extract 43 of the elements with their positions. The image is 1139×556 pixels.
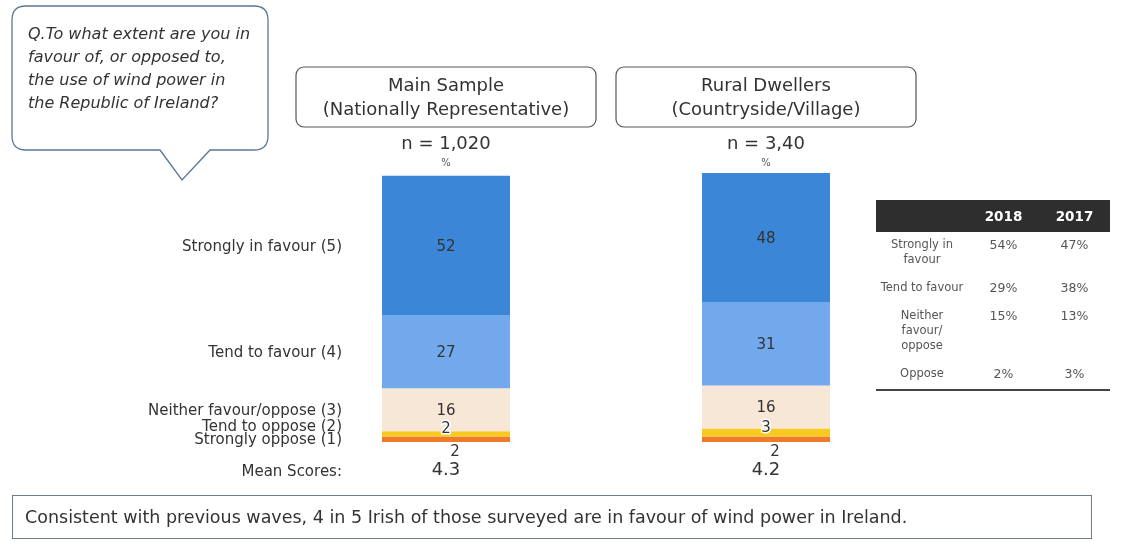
text: 4.3	[430, 458, 462, 479]
data-label: 47%	[1059, 236, 1090, 254]
text: n = 3,40	[726, 132, 806, 153]
bar	[382, 388, 510, 432]
category-label: Strongly in favour	[889, 236, 955, 268]
data-label: 2	[770, 442, 780, 461]
text: 4.2	[750, 458, 782, 479]
data-label: 52	[436, 236, 456, 255]
text: Q.To what extent are you in favour of, or opposed to, the use of wind power in the Republic of Ireland?	[28, 23, 252, 114]
bar	[702, 302, 830, 386]
category-label: Neither favour/ oppose	[899, 307, 945, 354]
category-label: Oppose	[899, 365, 945, 382]
data-label: 27	[436, 342, 456, 361]
x-tick-label: Main Sample (Nationally Representative)	[322, 74, 570, 119]
data-label: 16	[756, 398, 776, 417]
data-label: 48	[756, 228, 776, 247]
bar	[382, 315, 510, 389]
bar	[382, 175, 510, 316]
x-tick-label: Rural Dwellers (Countryside/Village)	[671, 74, 861, 119]
text: n = 1,020	[400, 132, 492, 153]
data-label: 38%	[1059, 279, 1090, 297]
text: Tend to favour (4)	[208, 341, 342, 362]
data-label: 3%	[1063, 365, 1086, 383]
data-label: 15%	[988, 307, 1019, 325]
data-label: 29%	[988, 279, 1019, 297]
data-label: 31	[756, 334, 776, 353]
text: %	[760, 157, 772, 168]
text: Neither favour/oppose (3)	[148, 399, 342, 419]
data-label: 16	[436, 400, 456, 419]
bar	[382, 431, 510, 437]
data-label: 2	[441, 418, 451, 437]
bar	[702, 436, 830, 442]
data-label: 13%	[1059, 307, 1090, 325]
data-label: 2%	[992, 365, 1015, 383]
text: Consistent with previous waves, 4 in 5 Irish of those surveyed are in favour of wind power in Ireland.	[12, 495, 1092, 539]
text: %	[440, 157, 452, 168]
data-label: 2	[450, 442, 460, 461]
bar	[382, 436, 510, 442]
bar	[702, 173, 830, 303]
category-label: Tend to favour	[879, 279, 965, 296]
data-label: 54%	[988, 236, 1019, 254]
text: Mean Scores:	[241, 462, 342, 480]
text: Strongly in favour (5)	[182, 235, 342, 256]
